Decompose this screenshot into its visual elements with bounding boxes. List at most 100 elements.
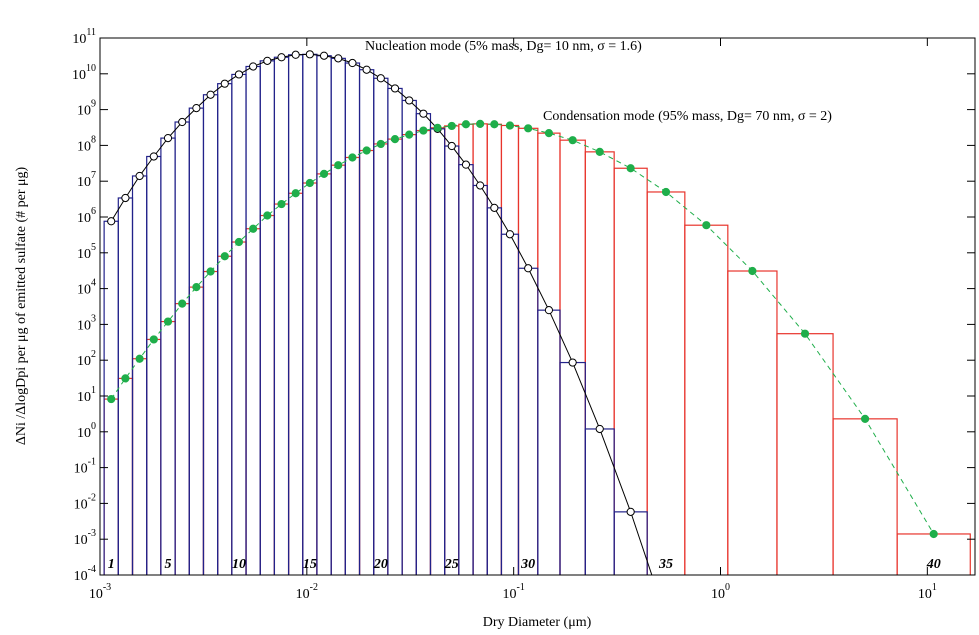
bar bbox=[287, 192, 304, 575]
data-point bbox=[702, 221, 711, 230]
x-tick-label: 10-1 bbox=[502, 582, 524, 602]
data-point bbox=[748, 266, 757, 276]
bar bbox=[500, 124, 520, 575]
bar bbox=[231, 241, 247, 575]
y-tick-label: 1010 bbox=[72, 63, 96, 83]
bar bbox=[517, 127, 539, 575]
y-tick-label: 10-3 bbox=[74, 528, 96, 548]
data-point bbox=[505, 230, 515, 239]
series-line bbox=[110, 123, 935, 535]
y-axis-label: ΔNi /ΔlogDpi per μg of emitted sulfate (… bbox=[14, 166, 29, 445]
data-point bbox=[206, 90, 215, 99]
data-point bbox=[334, 54, 343, 63]
data-point bbox=[568, 358, 577, 367]
data-point bbox=[319, 51, 329, 60]
bar bbox=[517, 267, 539, 575]
bar bbox=[458, 123, 474, 575]
data-point bbox=[305, 178, 314, 188]
bar bbox=[316, 173, 332, 575]
data-point bbox=[178, 299, 187, 308]
bar bbox=[684, 224, 729, 575]
data-point bbox=[149, 152, 158, 161]
bin-label: 20 bbox=[373, 557, 388, 572]
bin-label: 25 bbox=[444, 557, 459, 572]
bar bbox=[373, 77, 389, 575]
data-point bbox=[192, 104, 201, 113]
data-point bbox=[433, 123, 442, 132]
bar bbox=[613, 511, 648, 575]
bar bbox=[273, 203, 290, 575]
bar bbox=[344, 62, 361, 575]
data-point bbox=[476, 119, 485, 128]
bar bbox=[188, 286, 205, 575]
data-point bbox=[505, 121, 515, 130]
data-point bbox=[661, 187, 671, 197]
bar bbox=[832, 418, 898, 575]
data-point bbox=[390, 84, 400, 93]
bar bbox=[486, 123, 503, 575]
data-point bbox=[390, 134, 400, 144]
bar bbox=[131, 358, 148, 575]
y-tick-label: 10-1 bbox=[74, 457, 96, 477]
bar bbox=[146, 338, 162, 575]
bar bbox=[415, 129, 432, 575]
data-point bbox=[800, 329, 810, 338]
bar bbox=[429, 127, 446, 575]
bar bbox=[117, 197, 134, 575]
data-point bbox=[249, 62, 258, 71]
bar bbox=[458, 164, 474, 575]
data-point bbox=[121, 193, 130, 203]
data-point bbox=[447, 121, 456, 131]
y-tick-label: 102 bbox=[77, 349, 96, 369]
data-point bbox=[544, 306, 554, 315]
data-point bbox=[277, 53, 286, 62]
bar bbox=[401, 134, 417, 575]
bin-label: 35 bbox=[658, 557, 673, 572]
y-tick-label: 1011 bbox=[72, 27, 96, 47]
data-point bbox=[595, 424, 604, 434]
data-point bbox=[595, 147, 604, 156]
data-point bbox=[220, 79, 229, 88]
data-point bbox=[362, 65, 371, 74]
data-point bbox=[107, 394, 116, 404]
data-point bbox=[107, 217, 116, 226]
data-point bbox=[405, 96, 414, 105]
y-tick-label: 100 bbox=[77, 421, 96, 441]
bar bbox=[472, 184, 488, 575]
bar bbox=[231, 73, 247, 575]
data-point bbox=[524, 264, 533, 273]
data-point bbox=[163, 133, 173, 143]
bar bbox=[429, 128, 446, 575]
data-point bbox=[305, 50, 314, 59]
bar bbox=[217, 255, 233, 575]
data-point bbox=[544, 129, 554, 138]
bin-label: 30 bbox=[520, 557, 535, 572]
bar bbox=[559, 361, 586, 575]
bin-label: 10 bbox=[232, 557, 246, 572]
bar bbox=[316, 55, 332, 575]
data-point bbox=[234, 237, 244, 247]
data-point bbox=[461, 160, 471, 169]
data-point bbox=[178, 117, 187, 127]
bar bbox=[444, 125, 460, 575]
data-point bbox=[263, 211, 272, 220]
annotation: Nucleation mode (5% mass, Dg= 10 nm, σ =… bbox=[365, 39, 642, 54]
x-tick-label: 100 bbox=[711, 582, 730, 602]
data-point bbox=[419, 126, 428, 135]
bar bbox=[245, 65, 261, 575]
bar bbox=[727, 270, 778, 575]
bar bbox=[486, 207, 503, 575]
bin-label: 1 bbox=[108, 557, 115, 572]
data-point bbox=[135, 354, 144, 363]
bar bbox=[776, 333, 834, 575]
bar bbox=[500, 233, 520, 575]
bar bbox=[415, 113, 432, 575]
bar bbox=[584, 428, 615, 575]
bar bbox=[330, 164, 346, 575]
bar bbox=[160, 320, 176, 575]
bar bbox=[103, 398, 119, 575]
data-point bbox=[319, 169, 329, 178]
y-tick-label: 103 bbox=[77, 314, 96, 334]
y-tick-label: 105 bbox=[77, 242, 96, 262]
data-point bbox=[249, 224, 258, 233]
